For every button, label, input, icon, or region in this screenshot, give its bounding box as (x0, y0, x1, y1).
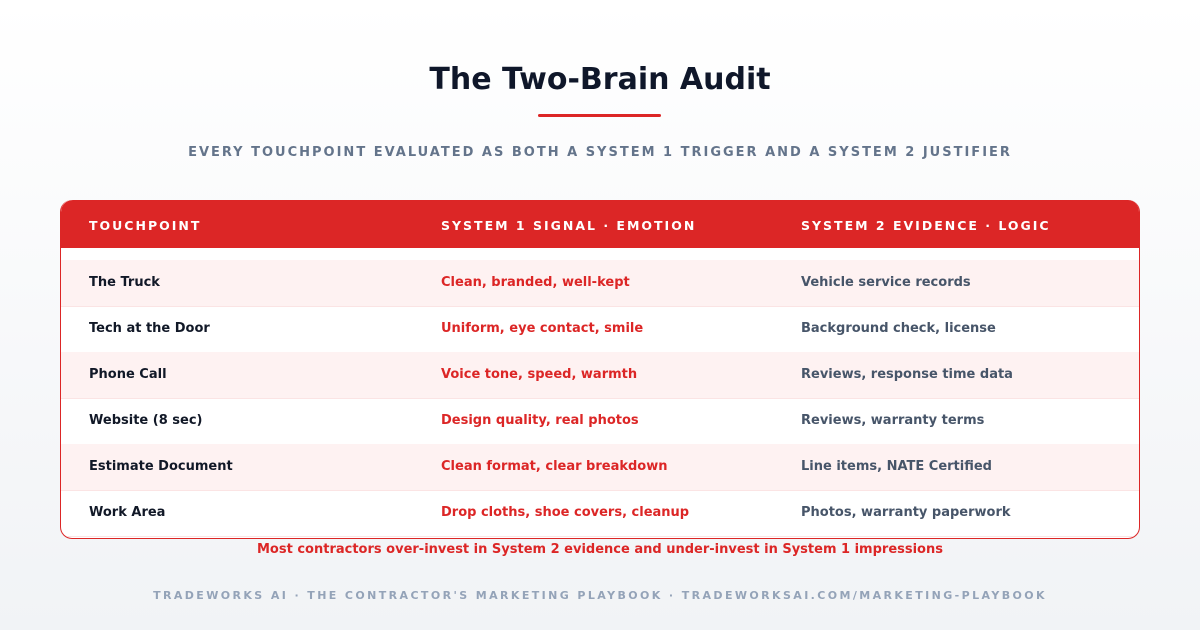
subtitle: EVERY TOUCHPOINT EVALUATED AS BOTH A SYS… (188, 145, 1012, 160)
table-cell: Website (8 sec) (89, 413, 203, 428)
table-header: TOUCHPOINT SYSTEM 1 SIGNAL · EMOTION SYSTE… (61, 200, 1139, 248)
table: TOUCHPOINT SYSTEM 1 SIGNAL · EMOTION SYSTE… (60, 200, 1140, 539)
table-cell: Vehicle service records (801, 275, 971, 290)
table-cell: Photos, warranty paperwork (801, 505, 1011, 520)
table-cell: Clean format, clear breakdown (441, 459, 668, 474)
table-row: The Truck Clean, branded, well-kept Vehicl… (61, 260, 1139, 307)
table-row: Work Area Drop cloths, shoe covers, clean… (61, 490, 1139, 537)
table-cell: Uniform, eye contact, smile (441, 321, 644, 336)
table-cell: Background check, license (801, 321, 996, 336)
table-cell: Estimate Document (89, 459, 233, 474)
table-cell: Clean, branded, well-kept (441, 275, 630, 290)
table-cell: Drop cloths, shoe covers, cleanup (441, 505, 690, 520)
column-header: SYSTEM 2 EVIDENCE · LOGIC (801, 218, 1051, 233)
table-cell: Voice tone, speed, warmth (441, 367, 638, 382)
column-header: SYSTEM 1 SIGNAL · EMOTION (441, 218, 697, 233)
note: Most contractors over-invest in System 2… (257, 542, 943, 557)
table-cell: The Truck (89, 275, 160, 290)
table-cell: Tech at the Door (89, 321, 210, 336)
footer: TRADEWORKS AI · THE CONTRACTOR'S MARKETI… (153, 589, 1047, 602)
table-row: Tech at the Door Uniform, eye contact, sm… (61, 306, 1139, 353)
table-row: Phone Call Voice tone, speed, warmth Revie… (61, 352, 1139, 399)
table-cell: Phone Call (89, 367, 167, 382)
table-row: Website (8 sec) Design quality, real phot… (61, 398, 1139, 445)
title-underline (538, 114, 661, 117)
title: The Two-Brain Audit (429, 62, 771, 97)
table-cell: Reviews, response time data (801, 367, 1013, 382)
table-row: Estimate Document Clean format, clear bre… (61, 444, 1139, 491)
column-header: TOUCHPOINT (89, 218, 202, 233)
table-cell: Design quality, real photos (441, 413, 639, 428)
table-cell: Work Area (89, 505, 166, 520)
table-cell: Line items, NATE Certified (801, 459, 992, 474)
table-cell: Reviews, warranty terms (801, 413, 985, 428)
